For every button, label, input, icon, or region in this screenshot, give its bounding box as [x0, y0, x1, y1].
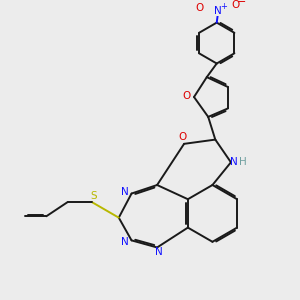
- Text: O: O: [183, 91, 191, 100]
- Text: O: O: [196, 3, 204, 14]
- Text: O: O: [231, 0, 239, 10]
- Text: N: N: [155, 247, 163, 257]
- Text: O: O: [178, 132, 187, 142]
- Text: +: +: [220, 2, 227, 11]
- Text: S: S: [90, 191, 97, 201]
- Text: N: N: [230, 157, 238, 167]
- Text: N: N: [122, 237, 129, 248]
- Text: N: N: [122, 187, 129, 196]
- Text: −: −: [237, 0, 246, 8]
- Text: H: H: [239, 157, 247, 167]
- Text: N: N: [214, 6, 222, 16]
